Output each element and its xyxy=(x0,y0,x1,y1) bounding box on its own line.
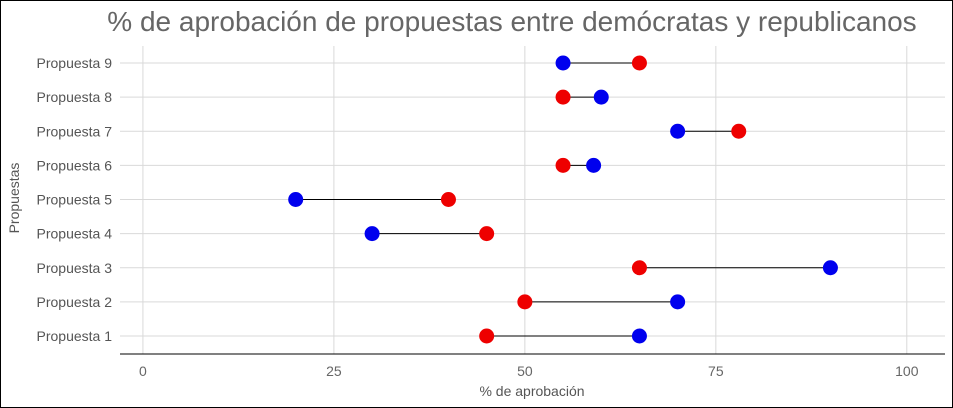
point-series2-8 xyxy=(555,89,571,105)
point-series1-1 xyxy=(631,328,647,344)
point-series2-5 xyxy=(440,192,456,207)
point-series2-4 xyxy=(479,226,495,242)
x-tick-label-2: 50 xyxy=(517,363,533,379)
point-series1-6 xyxy=(586,157,602,173)
point-series1-8 xyxy=(593,89,609,105)
x-tick-label-4: 100 xyxy=(895,363,919,379)
y-tick-labels: Propuesta 1 Propuesta 2 Propuesta 3 Propues… xyxy=(37,55,113,344)
point-series1-5 xyxy=(288,192,304,207)
point-series1-4 xyxy=(364,226,380,242)
point-series2-2 xyxy=(517,294,533,310)
point-series2-9 xyxy=(631,55,647,71)
point-series2-7 xyxy=(731,123,747,139)
x-tick-label-0: 0 xyxy=(139,363,147,379)
point-series2-1 xyxy=(479,328,495,344)
y-tick-label-6: Propuesta 6 xyxy=(37,157,113,173)
point-series1-3 xyxy=(822,260,838,276)
point-series1-2 xyxy=(670,294,686,310)
x-axis-title: % de aprobación xyxy=(479,383,584,399)
point-series1-9 xyxy=(555,55,571,71)
x-tick-label-3: 75 xyxy=(708,363,724,379)
chart-title: % de aprobación de propuestas entre demó… xyxy=(107,6,916,37)
y-tick-label-4: Propuesta 4 xyxy=(37,226,113,242)
y-tick-label-1: Propuesta 1 xyxy=(37,328,113,344)
y-tick-label-5: Propuesta 5 xyxy=(37,192,113,208)
point-series2-3 xyxy=(631,260,647,276)
y-tick-label-3: Propuesta 3 xyxy=(37,260,113,276)
point-series1-7 xyxy=(670,123,686,139)
grid-lines xyxy=(120,46,945,354)
y-tick-label-9: Propuesta 9 xyxy=(37,55,113,71)
x-tick-label-1: 25 xyxy=(326,363,342,379)
point-series2-6 xyxy=(555,157,571,173)
y-tick-label-8: Propuesta 8 xyxy=(37,89,113,105)
y-tick-label-7: Propuesta 7 xyxy=(37,123,113,139)
y-tick-label-2: Propuesta 2 xyxy=(37,294,113,310)
data-points xyxy=(288,55,838,344)
x-tick-labels: 0 25 50 75 100 xyxy=(139,363,919,379)
y-axis-title: Propuestas xyxy=(6,163,22,234)
